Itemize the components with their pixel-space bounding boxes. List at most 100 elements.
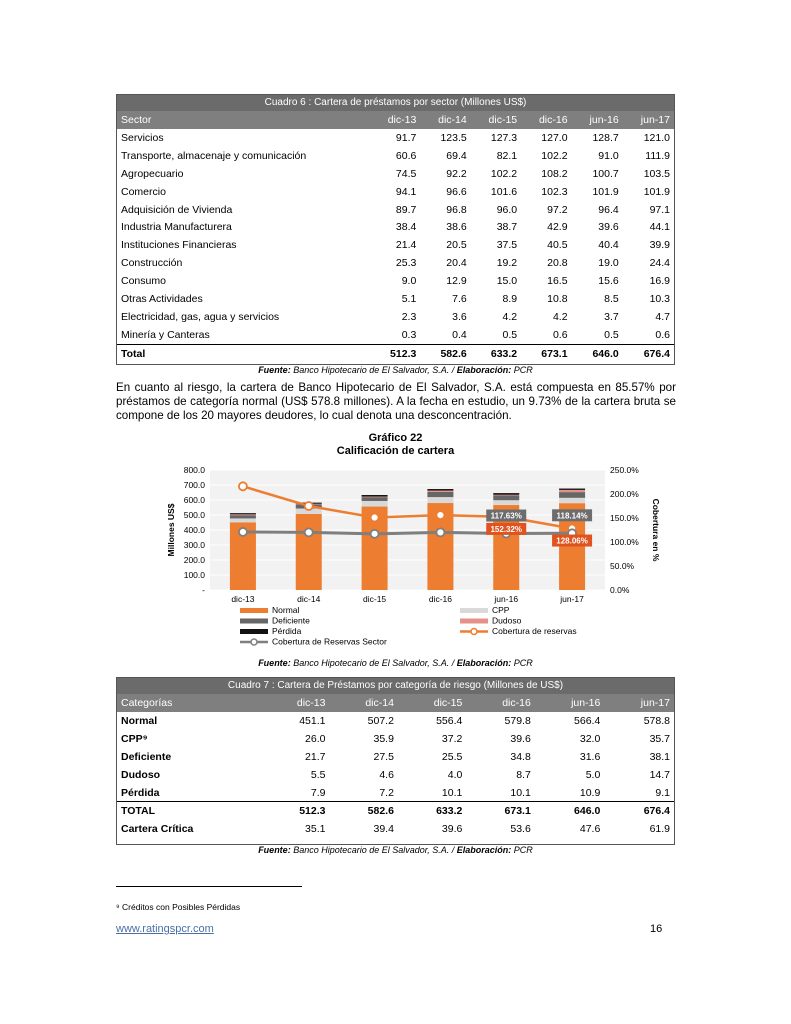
column-header: dic-13: [370, 111, 422, 129]
x-tick-label: dic-14: [297, 594, 320, 604]
table-cell: 60.6: [395, 149, 417, 162]
total-row: TOTAL 512.3 582.6 633.2 673.1 646.0 676.4: [116, 801, 675, 821]
table-cell: 12.9: [446, 275, 467, 288]
table-cell: 15.0: [496, 275, 518, 288]
table-cell: 102.3: [541, 185, 568, 198]
table-cell: 512.3: [370, 343, 422, 363]
table-cell: 69.4: [446, 149, 467, 162]
legend-swatch: [240, 608, 268, 613]
y2-tick-label: 150.0%: [610, 513, 639, 523]
y2-tick-label: 50.0%: [610, 561, 635, 571]
y2-tick-label: 100.0%: [610, 537, 639, 547]
table-cell: 19.2: [496, 257, 518, 270]
table-cell: 673.1: [522, 343, 573, 363]
table-row: Servicios 91.7 123.5 127.3 127.0 128.7 121.0: [116, 129, 675, 147]
table-cell: 7.2: [379, 786, 394, 799]
legend-label: Dudoso: [492, 616, 522, 626]
row-label: Otras Actividades: [121, 292, 203, 305]
table-cell: 25.3: [395, 257, 417, 270]
table-cell: 100.7: [592, 167, 619, 180]
table-cell: 82.1: [496, 149, 518, 162]
table-row: Pérdida 7.9 7.2 10.1 10.1 10.9 9.1: [116, 784, 675, 802]
table-cell: 512.3: [262, 801, 331, 821]
table-cell: 8.7: [516, 768, 531, 781]
website-link[interactable]: www.ratingspcr.com: [116, 923, 214, 935]
table-cell: 582.6: [330, 801, 399, 821]
table-cell: 14.7: [649, 768, 670, 781]
table-cell: 37.5: [496, 239, 518, 252]
bar-dudoso: [361, 496, 388, 498]
x-tick-label: jun-17: [559, 594, 584, 604]
line-point: [238, 481, 248, 492]
table-cell: 0.6: [655, 328, 670, 341]
row-label: Adquisición de Vivienda: [121, 203, 233, 216]
table-cell: 673.1: [467, 801, 536, 821]
table-cell: 123.5: [440, 131, 467, 144]
legend-label: Cobertura de reservas: [492, 626, 577, 636]
y-tick-label: 500.0: [184, 510, 206, 520]
data-label: 117.63%: [491, 512, 522, 521]
table-cell: 10.3: [649, 292, 670, 305]
bar-p-rdida: [559, 488, 586, 490]
table-cell: 4.0: [447, 768, 463, 781]
table-cell: 91.0: [598, 149, 619, 162]
table-header-row: Sector dic-13 dic-14 dic-15 dic-16 jun-16 jun-…: [116, 111, 675, 129]
line-point: [369, 528, 380, 539]
table-cell: 676.4: [623, 343, 675, 363]
table-cell: 97.2: [547, 203, 568, 216]
table-row: Construcción 25.3 20.4 19.2 20.8 19.0 24.4: [116, 254, 675, 272]
table-cell: 35.1: [305, 823, 326, 836]
column-header: jun-16: [572, 111, 624, 129]
y2-axis-label: Cobertura en %: [651, 499, 661, 562]
table-source: Fuente: Banco Hipotecario de El Salvador…: [258, 845, 533, 855]
table-caption: Cuadro 6 : Cartera de préstamos por sect…: [116, 94, 675, 111]
table-row: Dudoso 5.5 4.6 4.0 8.7 5.0 14.7: [116, 766, 675, 784]
table-cell: 40.5: [547, 239, 568, 252]
table-cell: 10.1: [441, 786, 463, 799]
column-header: dic-14: [330, 694, 399, 712]
bar-dudoso: [229, 514, 256, 516]
table-cell: 47.6: [579, 823, 601, 836]
bar-cpp: [361, 500, 388, 507]
table-row: Consumo 9.0 12.9 15.0 16.5 15.6 16.9: [116, 272, 675, 290]
legend-label: Normal: [272, 605, 300, 615]
table-cell: 26.0: [305, 732, 326, 745]
column-header: dic-14: [421, 111, 472, 129]
column-header: dic-13: [262, 694, 331, 712]
table-cell: 108.2: [541, 167, 568, 180]
table-cell: 38.4: [395, 221, 417, 234]
row-label: CPP⁹: [121, 732, 148, 745]
table-cell: 61.9: [649, 823, 670, 836]
table-caption: Cuadro 7 : Cartera de Préstamos por cate…: [116, 677, 675, 694]
row-label: Cartera Crítica: [121, 823, 194, 836]
column-header: dic-15: [398, 694, 468, 712]
row-label: Construcción: [121, 257, 183, 270]
bar-cpp: [229, 518, 256, 523]
table-cell: 20.8: [547, 257, 568, 270]
bar-normal: [295, 513, 322, 590]
row-label: Electricidad, gas, agua y servicios: [121, 310, 280, 323]
legend-swatch: [240, 629, 268, 634]
data-label-box: [486, 522, 527, 535]
footnote-divider: [116, 886, 302, 887]
table-cell: 9.1: [655, 786, 670, 799]
bar-deficiente: [427, 491, 454, 498]
table-cell: 4.2: [502, 310, 518, 323]
table-cell: 0.6: [552, 328, 568, 341]
table-cell: 5.0: [585, 768, 601, 781]
table-cell: 566.4: [574, 714, 601, 727]
row-label: Deficiente: [121, 750, 172, 763]
table-cell: 10.8: [547, 292, 568, 305]
row-label: Minería y Canteras: [121, 328, 210, 341]
table-cell: 35.9: [373, 732, 394, 745]
table-cell: 39.6: [510, 732, 531, 745]
table-cell: 96.0: [496, 203, 518, 216]
y2-tick-label: 200.0%: [610, 489, 639, 499]
table-cell: 633.2: [398, 801, 468, 821]
total-row: Total 512.3 582.6 633.2 673.1 646.0 676.4: [116, 343, 675, 363]
column-header: Categorías: [116, 694, 263, 712]
column-header: dic-16: [522, 111, 573, 129]
table-cell: 0.5: [502, 328, 518, 341]
table-row: Otras Actividades 5.1 7.6 8.9 10.8 8.5 10.3: [116, 290, 675, 308]
table-cell: 633.2: [471, 343, 523, 363]
